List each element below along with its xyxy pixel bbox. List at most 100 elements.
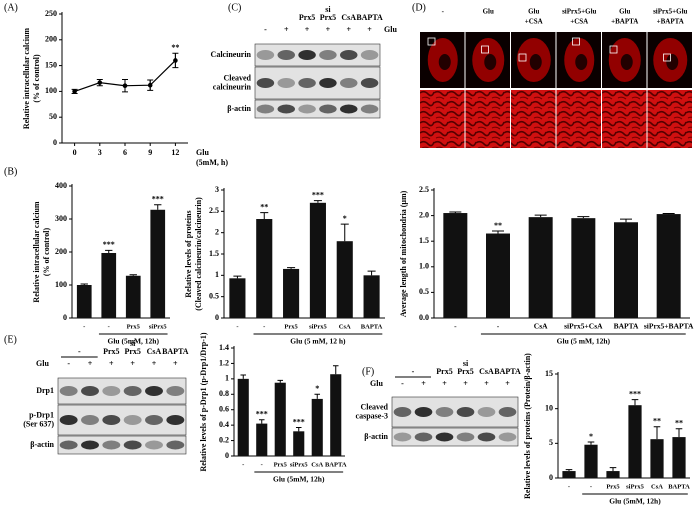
bar: [229, 278, 246, 318]
x-tick-label: siPrx5: [149, 323, 167, 330]
x-tick-label: siPrx5+BAPTA: [644, 322, 694, 331]
y-tick-label: 0.8: [219, 389, 229, 398]
lane-group: CsA: [341, 13, 356, 22]
image-label: +BAPTA: [657, 18, 684, 26]
lane-group: -: [78, 347, 81, 356]
blot-band: [456, 407, 475, 417]
y-tick-label: 0: [215, 313, 219, 322]
nucleus: [620, 54, 633, 70]
significance: **: [494, 221, 502, 230]
x-tick-label: 6: [123, 148, 127, 157]
bar: [336, 241, 353, 318]
panel-label: (F): [362, 366, 374, 377]
nucleus: [575, 54, 588, 70]
error-bar: [620, 218, 632, 223]
y-axis-label: Relative intracellular calcium: [22, 28, 31, 129]
significance: **: [653, 417, 661, 426]
blot-band: [435, 407, 454, 417]
blot-band: [340, 104, 358, 114]
panel-label: (B): [4, 166, 17, 177]
y-axis-label: Average length of mitochondria (μm): [399, 190, 408, 317]
blot-band: [81, 440, 99, 450]
significance: **: [675, 419, 683, 428]
treatment-sign: +: [88, 359, 93, 368]
error-bar: [662, 213, 675, 215]
lane-group: -: [412, 367, 415, 376]
x-tick-label: siPrx5: [626, 483, 644, 490]
x-tick-label: -: [590, 483, 592, 490]
group-label: Glu (5 mM, 12 h): [290, 337, 346, 346]
axis: [223, 188, 385, 319]
blot-strip: [57, 377, 187, 405]
blot-band: [498, 432, 517, 442]
roi-box: [427, 37, 436, 46]
blot-band: [166, 415, 185, 425]
blot-strip: [254, 66, 381, 100]
x-tick-label: -: [568, 483, 570, 490]
error-bar: [258, 419, 265, 424]
marker: [72, 89, 77, 94]
bar: [571, 218, 596, 318]
row-label: Cleaved: [360, 402, 388, 411]
blot-band: [340, 78, 358, 88]
group-label: Glu (5mM, 12h): [273, 475, 325, 484]
lane-group: CsA: [147, 347, 162, 356]
x-tick-label: -: [497, 322, 500, 331]
bar: [125, 275, 141, 318]
blot-band: [145, 415, 163, 425]
y-tick-label: 1: [215, 270, 219, 279]
treatment-sign: +: [367, 25, 372, 34]
treatment-sign: +: [463, 379, 468, 388]
lane-group: Prx5: [299, 13, 315, 22]
bar: [614, 222, 638, 318]
blot-band: [277, 50, 295, 60]
blot-band: [123, 386, 142, 396]
blot-band: [256, 50, 275, 60]
blot-strip: [254, 43, 381, 67]
bar: [443, 213, 468, 318]
y-axis-label: Relative levels of proteins: [184, 210, 193, 297]
treatment-sign: -: [67, 359, 70, 368]
y-tick-label: 1.4: [219, 343, 229, 352]
lane-group: Prx5: [436, 367, 452, 376]
marker: [147, 82, 153, 88]
bar: [562, 471, 576, 478]
image-label: -: [442, 8, 445, 16]
x-tick-label: Prx5: [606, 483, 620, 490]
blot-band: [498, 407, 517, 417]
error-bar: [449, 211, 462, 214]
blot-band: [166, 386, 185, 396]
x-tick-label: siPrx5: [309, 323, 327, 330]
panel-label: (D): [412, 2, 426, 13]
bar: [237, 378, 249, 456]
bar: [256, 219, 273, 318]
blot-band: [393, 432, 412, 442]
y-tick-label: 0: [63, 313, 67, 322]
error-bar: [675, 428, 683, 438]
y-tick-label: 0.5: [209, 291, 219, 300]
x-axis-label: (5mM, h): [196, 158, 228, 167]
y-axis-label: (% of control): [32, 54, 41, 103]
y-tick-label: 2.0: [419, 210, 429, 219]
y-tick-label: 250: [45, 9, 57, 18]
treatment-label: Glu: [36, 359, 49, 368]
group-label: Glu (5mM, 12h): [609, 497, 661, 506]
x-tick-label: -: [83, 323, 85, 330]
bar: [283, 268, 300, 318]
x-tick-label: 12: [171, 148, 179, 157]
bar: [528, 217, 553, 318]
bar: [628, 405, 642, 478]
bar: [311, 398, 323, 456]
axis: [61, 12, 188, 144]
error-bar: [492, 230, 504, 234]
blot-strip: [57, 404, 187, 436]
y-tick-label: 0: [225, 451, 229, 460]
bar: [486, 233, 510, 318]
blot-band: [145, 386, 163, 396]
blot-band: [477, 432, 496, 442]
x-tick-label: -: [108, 323, 110, 330]
error-bar: [367, 270, 376, 276]
bar: [363, 275, 380, 318]
error-bar: [631, 399, 639, 406]
significance: ***: [629, 389, 641, 398]
